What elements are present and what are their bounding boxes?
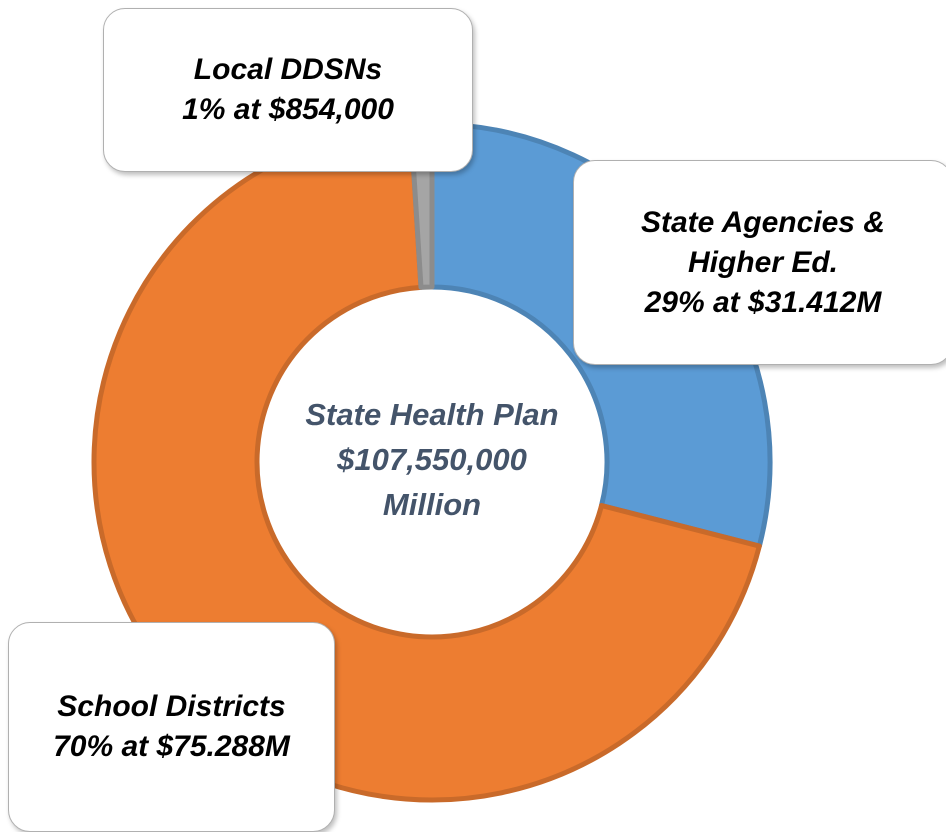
callout-box: State Agencies & Higher Ed. 29% at $31.41… bbox=[573, 160, 946, 365]
center-line: Million bbox=[382, 487, 482, 522]
center-line: State Health Plan bbox=[305, 397, 559, 432]
category-label: School Districts bbox=[57, 690, 286, 723]
category-label: State Agencies & Higher Ed. bbox=[641, 205, 885, 279]
value-label: 1% at $854,000 bbox=[182, 93, 394, 126]
value-label: 29% at $31.412M bbox=[644, 285, 882, 319]
callout-box: School Districts 70% at $75.288M bbox=[8, 622, 335, 832]
callout-box: Local DDSNs 1% at $854,000 bbox=[103, 8, 473, 172]
value-label: 70% at $75.288M bbox=[53, 730, 290, 763]
center-label: State Health Plan $107,550,000 Million bbox=[262, 392, 602, 527]
center-line: $107,550,000 bbox=[337, 442, 527, 477]
category-label: Local DDSNs bbox=[193, 53, 383, 86]
